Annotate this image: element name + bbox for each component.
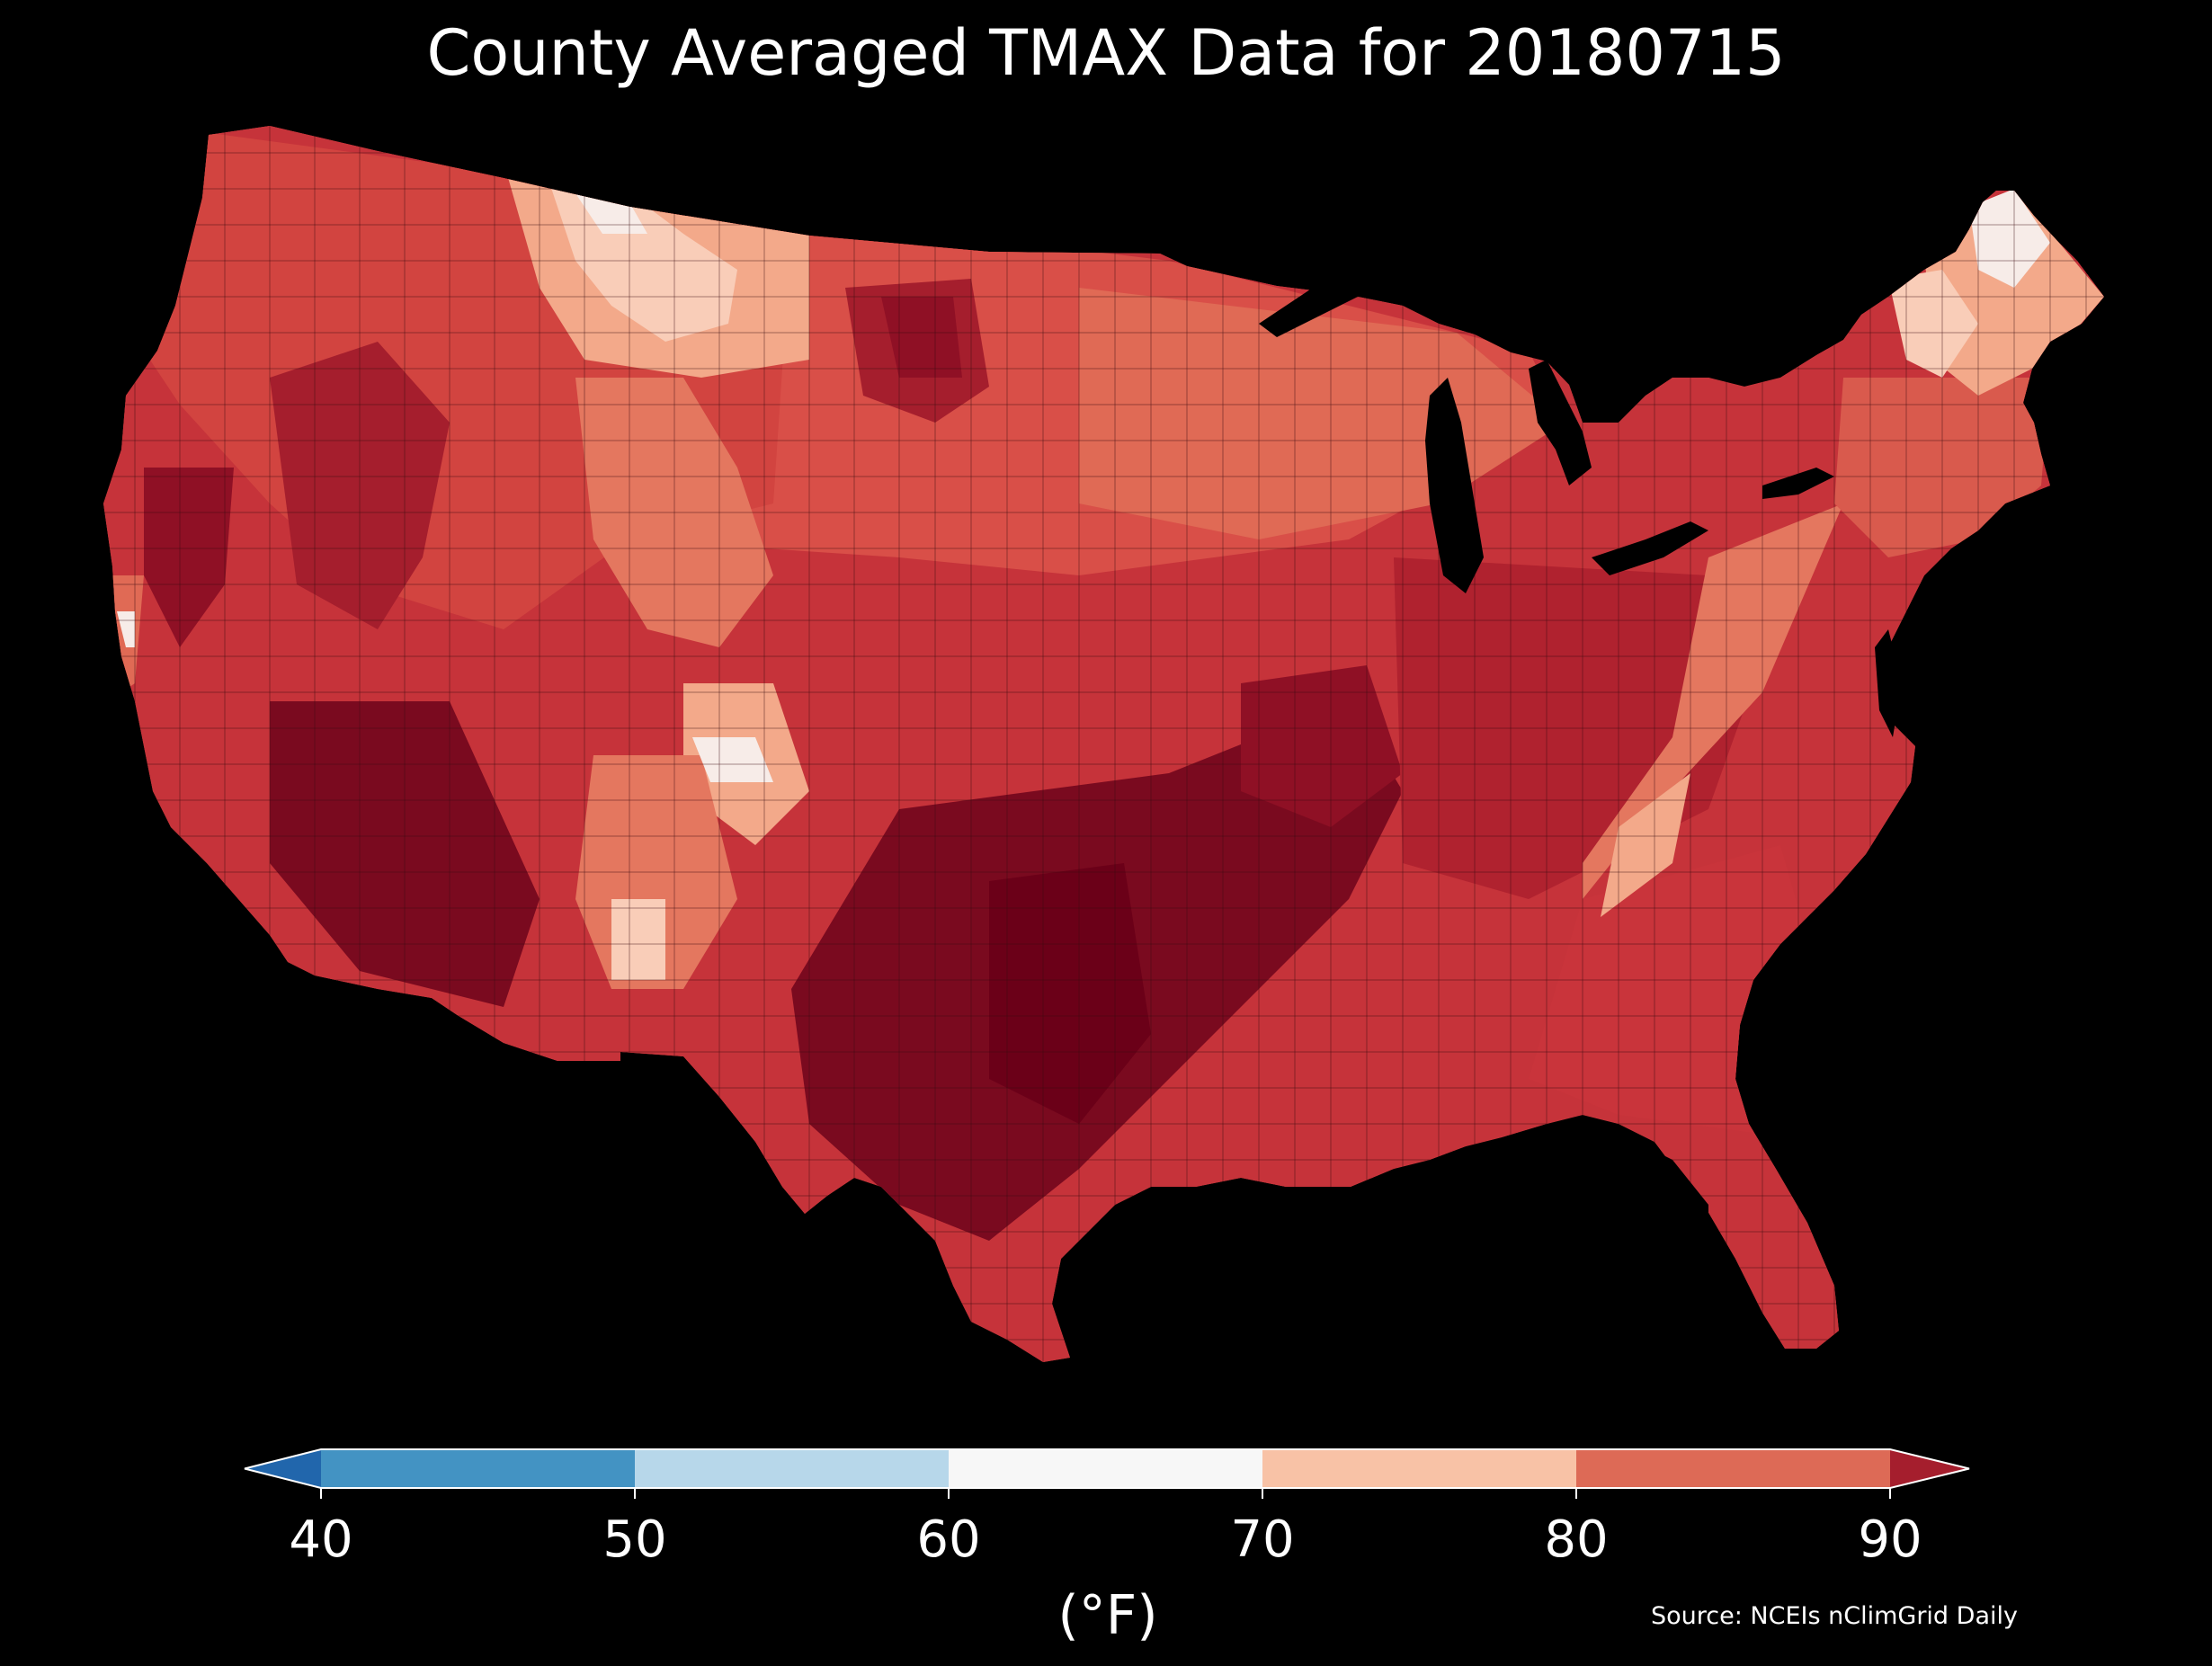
lake-michigan xyxy=(1425,378,1484,593)
colorbar-bin-70-80 xyxy=(1262,1449,1577,1488)
coastal-water xyxy=(1124,629,1902,1376)
chesapeake-bay xyxy=(1875,629,1902,737)
source-credit: Source: NCEIs nClimGrid Daily xyxy=(1651,1602,2018,1630)
colorbar-bin-60-70 xyxy=(949,1449,1263,1488)
lake-erie xyxy=(1592,521,1708,575)
colorbar-bin-40-50 xyxy=(321,1449,636,1488)
colorbar-tick-40: 40 xyxy=(289,1510,353,1569)
colorbar-tick-50: 50 xyxy=(602,1510,667,1569)
map-title: County Averaged TMAX Data for 20180715 xyxy=(426,16,1786,90)
lake-superior xyxy=(1259,270,1385,337)
colorbar-extend-low xyxy=(245,1449,321,1488)
gulf-of-mexico xyxy=(1124,1133,1708,1376)
great-lakes xyxy=(1259,270,1834,593)
lake-huron xyxy=(1529,360,1592,486)
colorbar-bin-80-90 xyxy=(1576,1449,1891,1488)
colorbar-tick-80: 80 xyxy=(1544,1510,1609,1569)
colorbar-extend-high xyxy=(1890,1449,1969,1488)
colorbar-tick-60: 60 xyxy=(916,1510,981,1569)
colorbar-tick-70: 70 xyxy=(1230,1510,1295,1569)
colorbar-tick-90: 90 xyxy=(1858,1510,1922,1569)
colorbar-bin-50-60 xyxy=(635,1449,950,1488)
colorbar-units: (°F) xyxy=(1057,1584,1158,1647)
lake-ontario xyxy=(1762,468,1834,499)
